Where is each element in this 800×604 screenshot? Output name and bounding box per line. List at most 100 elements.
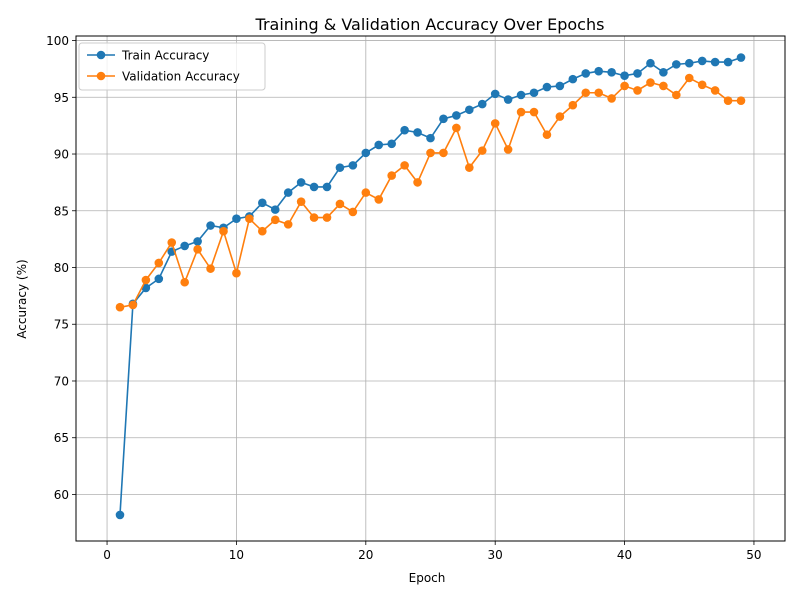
chart-title: Training & Validation Accuracy Over Epoc… <box>255 15 605 34</box>
train-accuracy-point <box>697 56 707 66</box>
validation-accuracy-point <box>374 195 384 204</box>
y-tick-label: 75 <box>54 318 69 332</box>
validation-accuracy-point <box>296 197 306 206</box>
validation-accuracy-point <box>270 215 280 225</box>
validation-accuracy-point <box>594 88 603 98</box>
x-axis-label: Epoch <box>409 571 446 585</box>
validation-accuracy-point <box>710 86 720 95</box>
train-accuracy-point <box>477 99 487 109</box>
validation-accuracy-point <box>322 213 332 222</box>
train-accuracy-point <box>258 198 267 208</box>
validation-accuracy-point <box>503 145 513 154</box>
validation-accuracy-point <box>232 268 241 278</box>
validation-accuracy-point <box>400 161 409 170</box>
validation-accuracy-point <box>413 178 422 187</box>
x-tick-label: 20 <box>358 548 373 562</box>
train-accuracy-point <box>568 74 578 84</box>
validation-accuracy-point <box>452 123 461 133</box>
validation-accuracy-line <box>119 76 742 309</box>
validation-accuracy-point <box>659 81 668 91</box>
train-accuracy-point <box>374 140 384 150</box>
train-accuracy-point <box>232 214 241 224</box>
legend-marker-validation-accuracy <box>96 71 106 81</box>
train-accuracy-point <box>710 57 720 67</box>
train-accuracy-point <box>193 237 202 246</box>
train-accuracy-point <box>180 241 189 251</box>
validation-accuracy-point <box>335 199 345 209</box>
y-axis-label: Accuracy (%) <box>15 259 29 338</box>
train-accuracy-point <box>465 105 474 115</box>
train-accuracy-point <box>555 81 565 91</box>
y-tick-label: 70 <box>54 374 69 388</box>
validation-accuracy-point <box>581 88 591 98</box>
validation-accuracy-point <box>193 245 202 254</box>
train-accuracy-point <box>672 60 681 69</box>
validation-accuracy-point <box>542 130 552 140</box>
validation-accuracy-point <box>490 119 500 128</box>
y-tick-label: 60 <box>54 488 69 502</box>
validation-accuracy-point <box>620 81 629 91</box>
train-accuracy-point <box>154 274 164 284</box>
train-accuracy-line <box>119 56 742 515</box>
train-accuracy-point <box>361 148 371 158</box>
validation-accuracy-series <box>115 73 746 312</box>
train-accuracy-point <box>607 68 616 77</box>
train-accuracy-point <box>620 71 629 81</box>
train-accuracy-point <box>529 88 539 98</box>
validation-accuracy-point <box>283 220 293 229</box>
train-accuracy-point <box>439 114 448 124</box>
validation-accuracy-point <box>167 238 177 247</box>
train-accuracy-point <box>115 510 125 520</box>
validation-accuracy-point <box>684 73 694 83</box>
validation-accuracy-point <box>154 258 164 268</box>
validation-accuracy-point <box>361 188 371 197</box>
y-tick-label: 65 <box>54 431 69 445</box>
validation-accuracy-point <box>465 163 474 172</box>
train-accuracy-point <box>400 125 409 135</box>
validation-accuracy-point <box>516 107 526 117</box>
validation-accuracy-point <box>697 80 707 90</box>
validation-accuracy-point <box>426 148 435 158</box>
validation-accuracy-point <box>245 214 254 224</box>
validation-accuracy-point <box>736 96 746 105</box>
train-accuracy-point <box>633 69 642 78</box>
y-tick-label: 90 <box>54 148 69 162</box>
validation-accuracy-point <box>672 90 681 100</box>
x-tick-label: 30 <box>488 548 503 562</box>
y-tick-label: 100 <box>46 34 69 48</box>
train-accuracy-point <box>348 161 358 170</box>
train-accuracy-point <box>309 182 319 192</box>
train-accuracy-point <box>413 128 422 137</box>
train-accuracy-point <box>452 111 461 120</box>
validation-accuracy-point <box>219 226 228 236</box>
validation-accuracy-point <box>387 171 396 180</box>
train-accuracy-point <box>426 133 435 143</box>
validation-accuracy-point <box>128 300 138 310</box>
validation-accuracy-point <box>348 207 358 217</box>
legend-label-train-accuracy: Train Accuracy <box>121 49 209 63</box>
validation-accuracy-point <box>258 226 267 236</box>
train-accuracy-point <box>736 53 746 62</box>
axis-ticks: 0 10 20 30 40 50 60 65 70 75 80 85 90 95 100 <box>46 34 761 562</box>
validation-accuracy-point <box>439 148 448 158</box>
grid-lines <box>76 36 785 541</box>
legend-box <box>78 42 266 91</box>
train-accuracy-point <box>542 82 552 92</box>
x-tick-label: 40 <box>617 548 632 562</box>
validation-accuracy-point <box>633 86 642 95</box>
y-tick-label: 95 <box>54 91 69 105</box>
x-tick-label: 0 <box>103 548 111 562</box>
x-tick-label: 10 <box>229 548 244 562</box>
train-accuracy-point <box>283 188 293 197</box>
validation-accuracy-point <box>723 96 733 105</box>
train-accuracy-point <box>322 182 332 192</box>
train-accuracy-point <box>594 66 603 76</box>
train-accuracy-point <box>503 95 513 104</box>
validation-accuracy-point <box>206 264 215 273</box>
train-accuracy-point <box>270 205 280 214</box>
train-accuracy-point <box>659 68 668 77</box>
validation-accuracy-point <box>555 112 565 121</box>
train-accuracy-point <box>490 89 500 99</box>
